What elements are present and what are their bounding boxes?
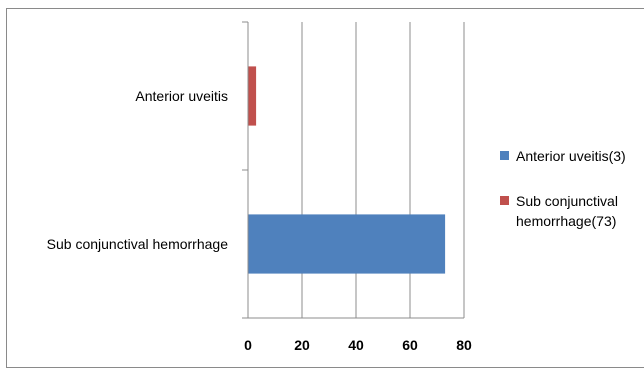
legend-swatch-0 xyxy=(500,151,509,160)
category-label-0: Anterior uveitis xyxy=(135,88,228,104)
legend: Anterior uveitis(3) Sub conjunctival hemor… xyxy=(500,148,626,229)
bars xyxy=(248,66,446,274)
bar-anterior-uveitis xyxy=(248,66,257,126)
bar-chart: 0 20 40 60 80 Anterior uveitis Sub conjunctiv… xyxy=(47,21,626,353)
legend-label-1-0: Sub conjunctival xyxy=(516,193,618,209)
x-tick-label-80: 80 xyxy=(456,337,472,353)
x-tick-label-20: 20 xyxy=(294,337,310,353)
legend-label-0-0: Anterior uveitis(3) xyxy=(516,148,626,164)
x-tick-label-60: 60 xyxy=(402,337,418,353)
category-labels: Anterior uveitis Sub conjunctival hemorrh… xyxy=(47,88,229,252)
x-tick-label-40: 40 xyxy=(348,337,364,353)
legend-swatch-1 xyxy=(500,196,509,205)
legend-label-1-1: hemorrhage(73) xyxy=(516,213,616,229)
axes xyxy=(242,21,464,319)
x-tick-label-0: 0 xyxy=(244,337,252,353)
category-label-1: Sub conjunctival hemorrhage xyxy=(47,236,229,252)
x-tick-labels: 0 20 40 60 80 xyxy=(244,337,472,353)
bar-sub-conjunctival-hemorrhage xyxy=(248,214,446,274)
